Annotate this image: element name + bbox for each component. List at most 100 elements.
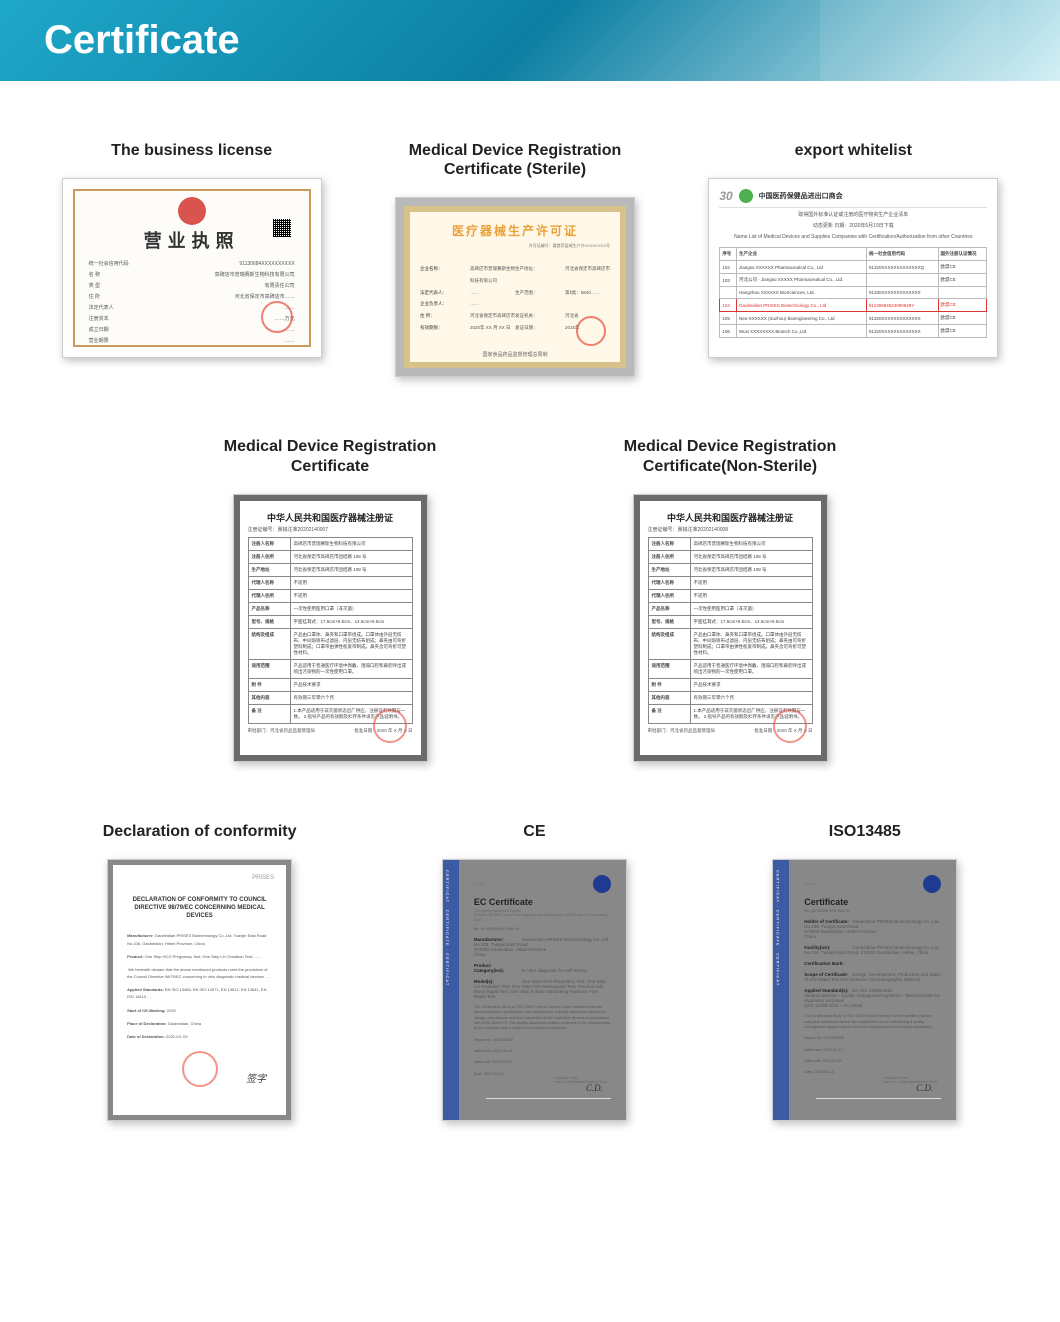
cert-title: export whitelist bbox=[795, 141, 912, 160]
iso-field-row: Facility(ies):Gaobeidian PRISES Biotechn… bbox=[804, 945, 941, 955]
dakks-logo-icon: DAkkS bbox=[804, 881, 816, 886]
cert-title: ISO13485 bbox=[829, 822, 901, 841]
iso-field-row: Certification Mark: bbox=[804, 961, 941, 966]
table-row: 103河北公司 · Jiangsu XXXXX Pharmaceutical C… bbox=[720, 274, 987, 287]
red-stamp-icon bbox=[182, 1051, 218, 1087]
ce-valid-from: Valid from: 2020-04-13 bbox=[474, 1049, 611, 1054]
biz-field-row: 类 型有限责任公司 bbox=[89, 281, 295, 292]
prises-logo-icon: PRISES bbox=[252, 875, 274, 881]
cert-image: 营业执照 统一社会信用代码91130684XXXXXXXXXX名 称高碑店市普瑞… bbox=[62, 178, 322, 358]
cert-image: DAkkS Certificate No. Q5 092296 0001 Rev… bbox=[772, 859, 957, 1121]
table-row: 105Neo-XXXXXX (Suzhou) Bioengineering Co… bbox=[720, 312, 987, 325]
page-title: Certificate bbox=[44, 18, 1016, 63]
reg-table: 注册人名称高碑店市普瑞赛斯生物科技有限公司注册人住所河北省保定市高碑店市团结路 … bbox=[248, 537, 413, 724]
cert-row-1: The business license 营业执照 统一社会信用代码911306… bbox=[30, 141, 1030, 377]
tuv-logo-icon bbox=[923, 875, 941, 893]
cert-image: 30 中国医药保健品进出口商会 取得国外标准认证或注册的医疗物资生产企业清单 动… bbox=[708, 178, 998, 358]
ce-field-row: Model(s):One Step HCG Pregnancy Test; On… bbox=[474, 979, 611, 999]
table-row: 生产地址河北省保定市高碑店市团结路 108 号 bbox=[648, 563, 812, 576]
page-header: Certificate bbox=[0, 0, 1060, 81]
decl-inner: PRISES DECLARATION OF CONFORMITY TO COUN… bbox=[113, 865, 286, 1115]
biz-field-row: 统一社会信用代码91130684XXXXXXXXXX bbox=[89, 259, 295, 270]
ce-heading: EC Certificate bbox=[474, 897, 611, 907]
decl-field-row: We herewith declare that the above menti… bbox=[127, 966, 272, 980]
table-row: 产品名称一次性使用医用口罩（非灭菌） bbox=[648, 602, 812, 615]
cert-sterile: Medical Device Registration Certificate … bbox=[385, 141, 645, 377]
cert-title: Medical Device Registration Certificate(… bbox=[600, 437, 860, 475]
export-subtitle-en: Name List of Medical Devices and Supplie… bbox=[719, 234, 987, 241]
red-stamp-icon bbox=[261, 301, 293, 333]
biz-inner: 营业执照 统一社会信用代码91130684XXXXXXXXXX名 称高碑店市普瑞… bbox=[73, 189, 311, 347]
logo-number: 30 bbox=[719, 189, 732, 203]
ce-number: No. V1 092296 0001 Rev. 02 bbox=[474, 927, 611, 932]
table-row: 其他内容有效期三年零六个月 bbox=[648, 691, 812, 704]
reg-inner: 中华人民共和国医疗器械注册证 注册证编号：冀械注准20202140008 注册人… bbox=[640, 501, 821, 755]
table-row: 适用范围产品适用于普通医疗环境中佩戴、阻隔口腔和鼻腔呼出或喷出污染物的一次性使用… bbox=[648, 659, 812, 678]
decl-field-row: Applied Standards: EN ISO 13485, EN ISO … bbox=[127, 986, 272, 1000]
cert-image: DAkkS EC Certificate Full Quality Assura… bbox=[442, 859, 627, 1121]
cert-export-whitelist: export whitelist 30 中国医药保健品进出口商会 取得国外标准认… bbox=[708, 141, 998, 377]
cert-ce: CE DAkkS EC Certificate Full Quality Ass… bbox=[442, 822, 627, 1121]
cccmhpie-logo-icon bbox=[739, 189, 753, 203]
red-stamp-icon bbox=[373, 709, 407, 743]
table-row: 代理人名称不适用 bbox=[648, 576, 812, 589]
table-row: Hangzhou XXXXXX BioSciences, Ltd.91330XX… bbox=[720, 287, 987, 299]
biz-field-row: 名 称高碑店市普瑞赛斯生物科技有限公司 bbox=[89, 270, 295, 281]
table-row: 注册人名称高碑店市普瑞赛斯生物科技有限公司 bbox=[248, 537, 412, 550]
export-date: 动态更新 日期：2020年6月19日下载 bbox=[719, 223, 987, 230]
table-row: 型号、规格平面挂耳式：17.5cm×9.5cm、14.5cm×9.5cm bbox=[248, 615, 412, 628]
table-row: 106Wuxi XXXXXXXX Biotech Co.,Ltd91320XXX… bbox=[720, 325, 987, 338]
iso-report: Report No.: XJ1909339 bbox=[804, 1036, 941, 1041]
ce-report: Report no.: XJ1909339 bbox=[474, 1038, 611, 1043]
cert-title: Medical Device Registration Certificate … bbox=[385, 141, 645, 179]
cert-iso13485: ISO13485 DAkkS Certificate No. Q5 092296… bbox=[772, 822, 957, 1121]
ce-top-logos: DAkkS bbox=[474, 875, 611, 893]
sterile-field-row: 企业名称：高碑店市普瑞赛斯生物科技有限公司生产地址：河北省保定市高碑店市 bbox=[420, 263, 610, 286]
decl-field-row: Manufacturer: Gaobeidian PRISES Biotechn… bbox=[127, 932, 272, 946]
table-row: 其他内容有效期三年零六个月 bbox=[248, 691, 412, 704]
biz-field-row: 住 所河北省保定市高碑店市…… bbox=[89, 292, 295, 303]
table-row: 产品名称一次性使用医用口罩（非灭菌） bbox=[248, 602, 412, 615]
ce-inner: DAkkS EC Certificate Full Quality Assura… bbox=[464, 865, 621, 1115]
table-row: 附 件产品技术要求 bbox=[248, 678, 412, 691]
table-row: 型号、规格平面挂耳式：17.5cm×9.5cm、14.5cm×9.5cm bbox=[648, 615, 812, 628]
ce-valid-until: Valid until: 2024-02-02 bbox=[474, 1060, 611, 1065]
decl-heading: DECLARATION OF CONFORMITY TO COUNCIL DIR… bbox=[127, 897, 272, 920]
ce-fields: Manufacturer:Gaobeidian PRISES Biotechno… bbox=[474, 937, 611, 999]
cert-business-license: The business license 营业执照 统一社会信用代码911306… bbox=[62, 141, 322, 377]
national-emblem-icon bbox=[178, 197, 206, 225]
biz-field-row: 营业期限…… bbox=[89, 336, 295, 347]
iso-inner: DAkkS Certificate No. Q5 092296 0001 Rev… bbox=[794, 865, 951, 1115]
permit-number: 许可证编号：冀食药监械生产许XXXXXXXX号 bbox=[420, 243, 610, 249]
table-row: 102Jiangsu XXXXXX Pharmaceutical Co., Lt… bbox=[720, 261, 987, 274]
table-row: 附 件产品技术要求 bbox=[648, 678, 812, 691]
content-area: The business license 营业执照 统一社会信用代码911306… bbox=[0, 81, 1060, 1221]
cert-title: CE bbox=[523, 822, 545, 841]
decl-fields: Manufacturer: Gaobeidian PRISES Biotechn… bbox=[127, 932, 272, 1040]
ce-field-row: Product Category(ies):In Vitro diagnosti… bbox=[474, 963, 611, 973]
table-row: 生产地址河北省保定市高碑店市团结路 108 号 bbox=[248, 563, 412, 576]
table-row: 注册人住所河北省保定市高碑店市团结路 108 号 bbox=[648, 550, 812, 563]
cert-title: The business license bbox=[111, 141, 272, 160]
export-header: 30 中国医药保健品进出口商会 bbox=[719, 189, 987, 208]
iso-footer: TÜV SÜD Product Service GmbH · Zertifizi… bbox=[816, 1098, 941, 1109]
table-row: 注册人名称高碑店市普瑞赛斯生物科技有限公司 bbox=[648, 537, 812, 550]
ce-subtitle: Full Quality Assurance SystemDirective 9… bbox=[474, 909, 611, 923]
blue-strip bbox=[773, 860, 789, 1120]
ce-body: The Certification Body of TÜV SÜD Produc… bbox=[474, 1005, 611, 1032]
sterile-field-row: 企业负责人：…… bbox=[420, 298, 610, 310]
red-stamp-icon bbox=[773, 709, 807, 743]
iso-valid-until: Valid until: 2024-02-02 bbox=[804, 1059, 941, 1064]
iso-field-row: Holder of Certificate:Gaobeidian PRISES … bbox=[804, 919, 941, 939]
decl-field-row: Start of CE-Marking: 2020 bbox=[127, 1007, 272, 1014]
export-table: 序号生产企业统一社会信用代码国外注册认证情况102Jiangsu XXXXXX … bbox=[719, 247, 987, 338]
cert-title: Medical Device Registration Certificate bbox=[200, 437, 460, 475]
cert-image: PRISES DECLARATION OF CONFORMITY TO COUN… bbox=[107, 859, 292, 1121]
export-subtitle-cn: 取得国外标准认证或注册的医疗物资生产企业清单 bbox=[719, 212, 987, 219]
cert-title: Declaration of conformity bbox=[103, 822, 297, 841]
reg-heading: 中华人民共和国医疗器械注册证 bbox=[648, 511, 813, 524]
red-stamp-icon bbox=[576, 316, 606, 346]
iso-signer: Christoph DicksHead of Certification/Not… bbox=[884, 1076, 938, 1085]
reg-number: 注册证编号：冀械注准20202140007 bbox=[248, 526, 413, 533]
sterile-inner: 医疗器械生产许可证 许可证编号：冀食药监械生产许XXXXXXXX号 企业名称：高… bbox=[404, 206, 626, 368]
